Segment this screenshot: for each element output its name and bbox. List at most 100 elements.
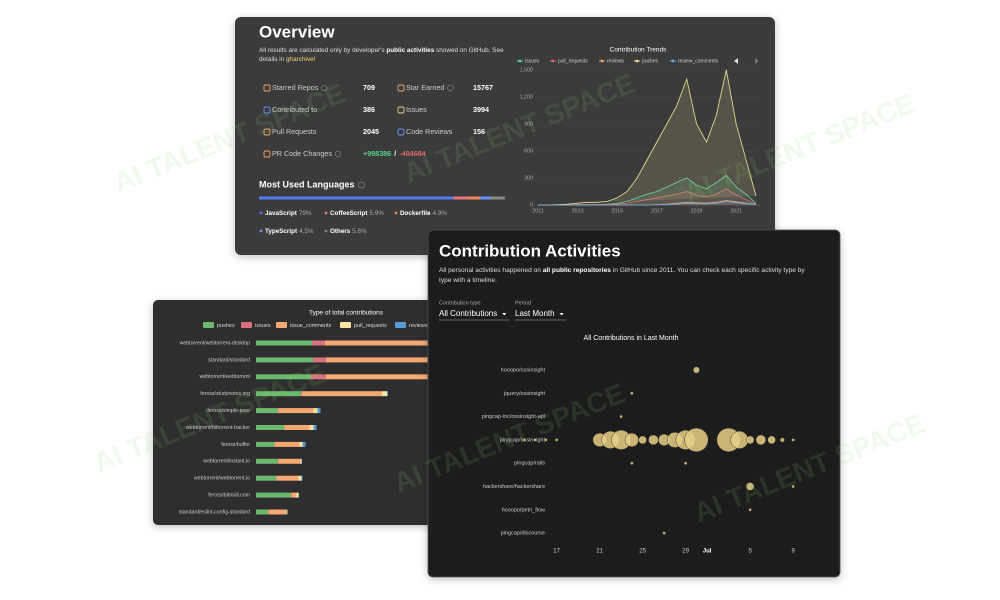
language-share: 79% <box>299 210 312 217</box>
x-tick-label: Jul <box>703 549 712 555</box>
bar-segment <box>313 408 318 414</box>
chart-title: Contribution Trends <box>610 47 667 54</box>
y-tick-label: 1,200 <box>520 94 533 100</box>
stat-value: 156 <box>473 127 485 136</box>
legend-dot <box>518 59 522 63</box>
control-label: Contribution type <box>439 300 481 306</box>
panel-content: Overview All results are calculated only … <box>259 22 760 235</box>
stat-value: 2045 <box>363 127 379 136</box>
bar-segment <box>256 391 301 397</box>
x-tick-label: 2015 <box>611 208 623 214</box>
language-bar-segment <box>479 196 491 200</box>
y-tick-label: webtorrent/webtorrent.io <box>194 476 250 482</box>
contribution-types-panel: Type of total contributions pushes issues i… <box>153 300 483 525</box>
bubble <box>745 482 755 491</box>
description-part: all public repositories <box>543 267 611 274</box>
language-bar-segment <box>490 196 505 200</box>
x-tick-label: 5 <box>748 549 752 555</box>
bar-segment <box>276 475 299 481</box>
description-part: in GitHub since 2011. You can check each… <box>611 267 805 274</box>
bubble <box>533 438 537 442</box>
y-tick-label: hooopo/petri_flow <box>502 507 545 513</box>
y-tick-label: 0 <box>530 202 533 208</box>
bar-segment <box>256 441 274 447</box>
bar-segment <box>298 492 299 498</box>
bar-segment <box>301 391 302 397</box>
bar-segment <box>286 509 288 515</box>
legend-swatch <box>241 322 252 328</box>
section-title: Most Used Languages <box>259 179 355 189</box>
bar-segment <box>382 391 387 397</box>
language-name: Dockerfile <box>400 210 431 217</box>
bubble <box>755 434 767 446</box>
x-tick-label: 17 <box>553 549 560 555</box>
y-tick-label: hackershare/hackershare <box>483 484 545 490</box>
legend-dot <box>671 59 675 63</box>
y-tick-label: feross/simple-peer <box>207 408 250 414</box>
stat-icon <box>263 84 271 92</box>
bar-segment <box>301 475 303 481</box>
chart-title: All Contributions in Last Month <box>584 335 679 342</box>
language-bar-segment <box>259 196 454 200</box>
panel-content: Contribution Activities All personal acti… <box>439 241 805 555</box>
legend-label: pull_requests <box>558 58 588 64</box>
y-tick-label: pingcap/rails <box>514 461 545 467</box>
bar-segment <box>256 509 268 515</box>
stat-value: 386 <box>363 105 375 114</box>
panel-title: Overview <box>259 22 335 41</box>
legend-swatch <box>203 322 214 328</box>
x-tick-label: 2011 <box>532 208 543 214</box>
legend-dot <box>324 211 328 215</box>
description: type with a timeline. <box>439 277 497 284</box>
info-icon <box>358 181 365 189</box>
stat-label: Contributed to <box>272 105 317 114</box>
bar-segment <box>311 374 326 380</box>
panel-bg <box>235 17 775 255</box>
language-share: 4.9% <box>432 210 447 217</box>
x-tick-label: 2017 <box>651 208 663 214</box>
bar-segment <box>326 357 476 363</box>
stat-value: 3994 <box>473 105 489 114</box>
bar-segment <box>317 408 321 414</box>
legend-dot <box>324 229 328 233</box>
bar-segment <box>309 425 314 430</box>
panel-title: Contribution Activities <box>439 241 621 260</box>
description-part: public activities <box>386 47 434 54</box>
language-name: TypeScript <box>265 228 298 235</box>
legend-dot <box>551 59 555 63</box>
language-bar-segment <box>467 196 480 200</box>
bar-segment <box>287 509 288 515</box>
y-tick-label: hooopo/ossinsight <box>501 367 546 373</box>
legend-label: issues <box>525 58 540 64</box>
description: details in gharchive! <box>259 56 316 63</box>
bar-segment <box>256 374 311 380</box>
bar-segment <box>278 458 301 464</box>
bar-segment <box>284 425 285 430</box>
bar-segment <box>256 408 278 414</box>
language-name: Others <box>330 228 351 235</box>
bubble <box>767 435 776 445</box>
legend-label: pushes <box>642 58 659 64</box>
info-icon <box>334 150 342 158</box>
bar-segment <box>300 458 302 464</box>
description-part: showed on GitHub. See <box>434 47 504 54</box>
legend-entry: TypeScript 4.5% <box>265 228 314 235</box>
bar-segment <box>325 340 475 346</box>
dropdown-caret <box>502 313 507 316</box>
dropdown-value[interactable]: Last Month <box>515 309 555 318</box>
y-tick-label: standard/standard <box>208 357 250 363</box>
bubble <box>619 414 623 419</box>
stat-label: Code Reviews <box>406 127 453 136</box>
x-tick-label: 25 <box>639 549 646 555</box>
stat-icon <box>397 128 405 136</box>
y-tick-label: pingcap/ossinsight <box>500 437 546 443</box>
bar-segment <box>278 458 279 464</box>
activities-panel: Contribution Activities All personal acti… <box>427 229 841 578</box>
dropdown-value[interactable]: All Contributions <box>439 309 497 318</box>
legend-entry: CoffeeScript 5.9% <box>330 210 384 217</box>
x-tick-label: 9 <box>791 549 795 555</box>
panel-bg <box>427 229 841 578</box>
panel-content: Type of total contributions pushes issues i… <box>179 310 483 515</box>
description-part: All results are calculated only by devel… <box>259 47 386 54</box>
